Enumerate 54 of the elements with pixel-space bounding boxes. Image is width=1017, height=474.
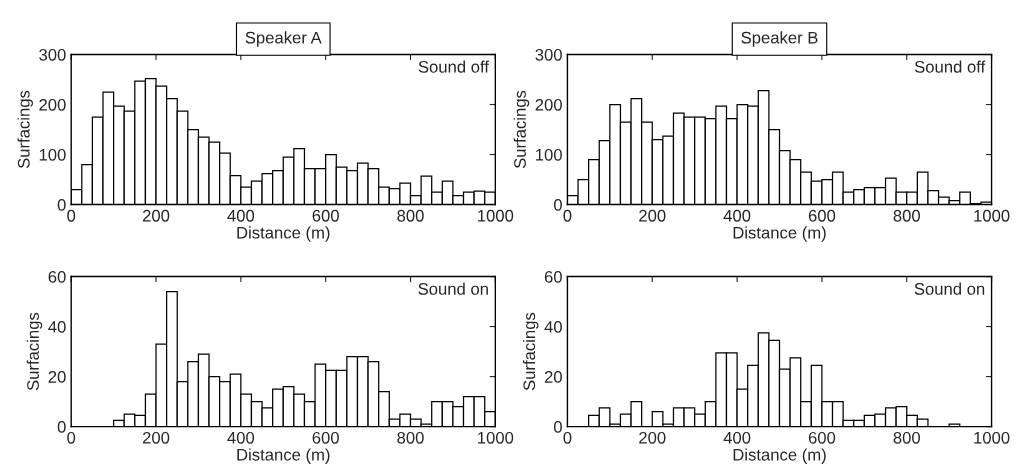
y-tick-label: 300: [39, 48, 66, 61]
x-tick-label: 600: [312, 431, 339, 444]
x-axis-title: Distance (m): [733, 448, 826, 464]
x-axis-title: Distance (m): [733, 226, 826, 242]
x-tick-label: 600: [312, 209, 339, 222]
x-tick-label: 1000: [478, 209, 514, 222]
y-tick-label: 200: [39, 98, 66, 111]
x-tick-label: 400: [227, 431, 255, 444]
x-tick-label: 800: [893, 209, 920, 222]
x-tick-label: 0: [563, 431, 572, 444]
y-tick-label: 100: [536, 148, 562, 161]
y-tick-label: 100: [39, 148, 66, 161]
y-tick-label: 60: [544, 270, 562, 283]
x-tick-label: 1000: [478, 431, 514, 444]
y-tick-label: 0: [553, 198, 562, 211]
y-tick-label: 20: [544, 370, 562, 383]
x-tick-label: 0: [563, 209, 572, 222]
y-axis-title: Surfacings: [522, 312, 539, 391]
x-tick-label: 1000: [974, 209, 1010, 222]
x-tick-label: 600: [808, 431, 836, 444]
x-tick-label: 800: [397, 431, 424, 444]
annotation: Sound on: [418, 282, 488, 295]
x-tick-label: 200: [142, 431, 170, 444]
x-axis-title: Distance (m): [237, 448, 330, 464]
x-tick-label: 400: [723, 209, 751, 222]
y-tick-label: 40: [544, 320, 562, 333]
x-tick-label: 400: [227, 209, 255, 222]
y-tick-label: 0: [57, 198, 66, 211]
y-tick-label: 200: [535, 98, 562, 111]
x-tick-label: 800: [397, 209, 424, 222]
x-tick-label: 200: [639, 431, 666, 444]
y-axis-title: Surfacings: [26, 312, 43, 391]
x-tick-label: 0: [67, 209, 76, 222]
annotation: Sound on: [914, 282, 985, 295]
chart-title: Speaker B: [741, 31, 818, 47]
annotation: Sound off: [418, 60, 489, 73]
chart-title: Speaker A: [245, 31, 322, 47]
y-tick-label: 0: [553, 421, 562, 433]
x-tick-label: 1000: [974, 431, 1010, 444]
x-tick-label: 200: [639, 209, 666, 222]
annotation: Sound off: [914, 60, 986, 73]
x-tick-label: 800: [893, 431, 920, 444]
y-tick-label: 300: [535, 48, 562, 61]
y-axis-title: Surfacings: [17, 90, 33, 169]
x-tick-label: 400: [723, 431, 751, 444]
x-axis-title: Distance (m): [237, 226, 330, 242]
x-tick-label: 600: [808, 209, 836, 222]
x-tick-label: 0: [67, 431, 76, 444]
y-axis-title: Surfacings: [513, 90, 530, 169]
y-tick-label: 60: [48, 270, 66, 283]
x-tick-label: 200: [142, 209, 170, 222]
y-tick-label: 0: [57, 421, 66, 433]
y-tick-label: 40: [48, 320, 66, 333]
y-tick-label: 20: [48, 370, 66, 383]
